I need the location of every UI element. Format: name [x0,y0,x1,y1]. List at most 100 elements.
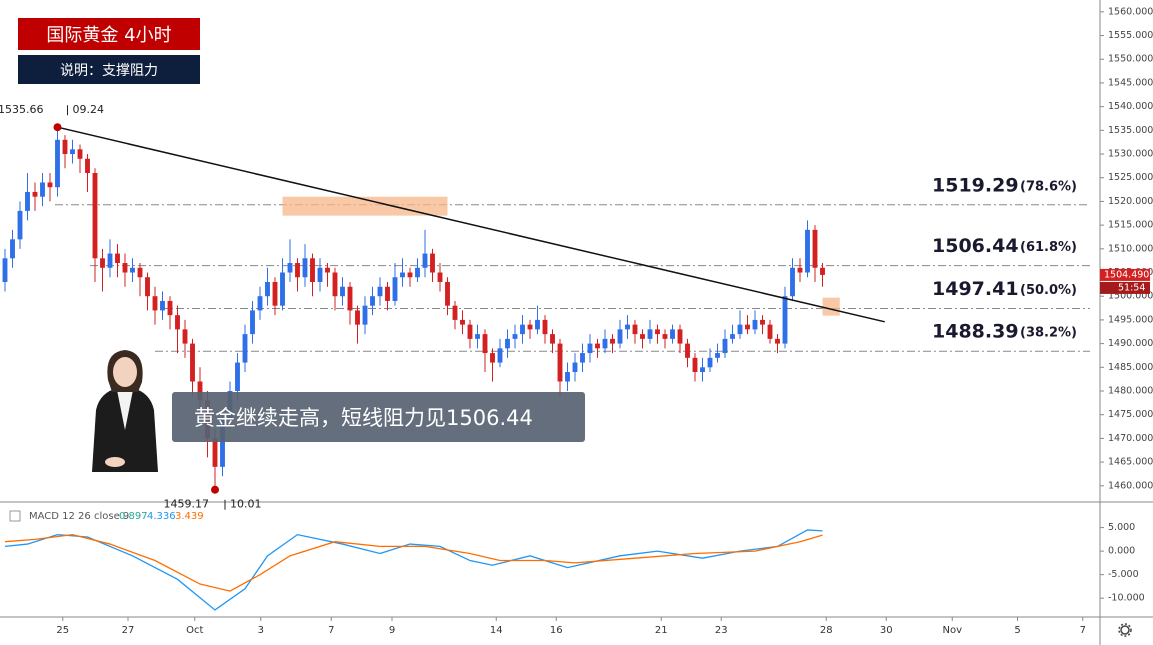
gear[interactable] [1120,625,1130,635]
candle-body [685,343,690,358]
y-tick-label: -5.000 [1108,569,1139,580]
candle-body [647,329,653,339]
y-tick-label: 1525.000 [1108,172,1153,183]
y-tick-label: 0.000 [1108,546,1135,557]
x-tick-label: 14 [490,625,503,636]
y-tick-label: 1560.000 [1108,6,1153,17]
candle-body [265,281,270,297]
candle-body [167,300,173,316]
y-tick-label: 1460.000 [1108,480,1153,491]
candle-body [677,329,683,344]
candle-body [497,348,503,363]
candle-body [160,300,165,311]
gear-teeth[interactable] [1118,623,1132,637]
extreme-price: 1535.66 [0,103,44,116]
candle-body [617,329,623,344]
candle-body [430,253,435,273]
y-tick-label: 1485.000 [1108,362,1153,373]
candle-body [812,229,818,268]
y-tick-label: 5.000 [1108,522,1135,533]
face [113,357,137,387]
candle-body [137,267,143,278]
candle-body [182,329,188,344]
candle-body [100,258,105,268]
candle-body [347,286,353,311]
candle-body [610,338,615,344]
candle-body [152,296,158,311]
candle-body [302,258,308,278]
y-tick-label: 1545.000 [1108,77,1153,88]
candle-body [692,357,698,373]
candle-body [707,357,713,368]
candle-body [115,253,120,264]
candle-body [392,277,398,301]
candle-body [775,338,780,344]
candle-body [737,324,743,335]
y-tick-label: 1480.000 [1108,385,1153,396]
subtitle: 说明：支撑阻力 [60,62,158,79]
presenter-figure [90,350,160,472]
x-tick-label: 9 [389,625,395,636]
candle-body [355,310,360,325]
legend-toggle[interactable] [9,510,21,522]
candle-body [332,272,338,297]
candle-body [565,372,570,382]
fib-value: 1519.29 [932,174,1019,196]
candle-body [77,149,83,159]
candle-body [272,281,278,306]
candle-body [580,353,585,363]
macd-readout: 4.336 [147,511,176,522]
candle-body [257,296,263,311]
candle-body [475,334,480,339]
x-tick-label: Nov [942,625,962,636]
x-tick-label: 30 [880,625,893,636]
candle-body [602,338,608,349]
macd-readout: 0.897 [119,511,148,522]
countdown-tag [1100,281,1150,294]
candle-body [197,381,203,401]
candle-body [632,324,638,335]
candle-body [797,267,803,273]
y-tick-label: 1470.000 [1108,433,1153,444]
candle-body [220,419,225,467]
subtitle-box: 说明：支撑阻力 [18,55,200,84]
candle-body [542,319,548,335]
extreme-dot [53,123,62,132]
extreme-date: 09.24 [73,103,105,116]
x-tick-label: 27 [122,625,135,636]
x-tick-label: 28 [820,625,833,636]
candle-body [820,267,825,275]
candle-body [557,343,563,382]
x-tick-label: 5 [1014,625,1020,636]
macd-title: MACD 12 26 close 9 [29,511,129,522]
candle-body [407,272,413,278]
candle-body [572,362,578,373]
candle-body [317,267,323,282]
candle-body [550,334,555,344]
candle-body [385,286,390,301]
x-tick-label: 3 [258,625,264,636]
title: 国际黄金 4小时 [46,25,172,46]
candle-body [752,319,758,330]
countdown: 51:54 [1118,282,1145,293]
candle-body [190,343,195,382]
y-tick-label: 1515.000 [1108,220,1153,231]
candle-body [790,267,795,297]
fib-value: 1497.41 [932,278,1019,300]
candle-body [767,324,773,339]
candle-body [722,338,728,354]
candle-body [70,149,75,155]
candle-body [280,272,285,306]
extreme-price: 1459.17 [164,498,210,511]
candle-body [655,329,660,335]
y-tick-label: 1520.000 [1108,196,1153,207]
settings-icon[interactable] [1118,623,1132,637]
candle-body [595,343,600,349]
candle-body [250,310,255,335]
last-price: 1504.490 [1104,269,1149,280]
candle-body [715,353,720,358]
x-tick-label: 16 [550,625,563,636]
fib-value: 1506.44 [932,235,1019,257]
